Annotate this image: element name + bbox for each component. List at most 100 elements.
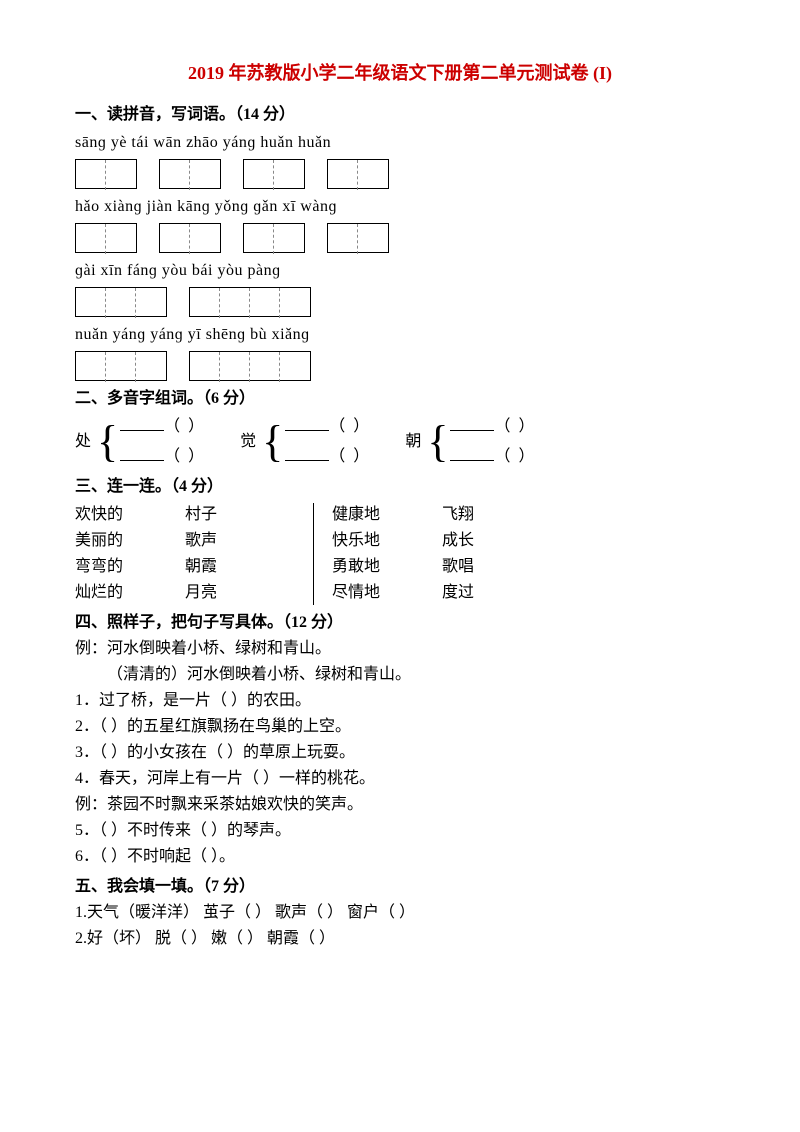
blank-parentheses: （ ）	[329, 445, 371, 469]
character-box	[136, 288, 166, 318]
fill-line: 2.好（坏） 脱（ ） 嫩（ ） 朝霞（ ）	[75, 927, 725, 951]
match-item: 欢快的	[75, 503, 185, 527]
character-box	[76, 352, 106, 382]
character-boxes-row	[75, 351, 725, 381]
section-3-heading: 三、连一连。（4 分）	[75, 475, 725, 499]
character-box	[190, 352, 220, 382]
polyphone-line: （ ）	[120, 415, 206, 439]
character-boxes-row	[75, 223, 725, 253]
character-box-group	[159, 159, 221, 189]
match-item: 尽情地	[332, 581, 442, 605]
document-title: 2019 年苏教版小学二年级语文下册第二单元测试卷 (I)	[75, 60, 725, 87]
polyphone-character: 觉	[240, 430, 256, 454]
match-item: 勇敢地	[332, 555, 442, 579]
section-5-heading: 五、我会填一填。（7 分）	[75, 875, 725, 899]
vertical-divider	[313, 503, 314, 605]
match-column-left-a: 欢快的美丽的弯弯的灿烂的	[75, 503, 185, 605]
character-box	[328, 160, 358, 190]
section-4-heading: 四、照样子，把句子写具体。（12 分）	[75, 611, 725, 635]
question-line: 2．（ ）的五星红旗飘扬在鸟巢的上空。	[75, 715, 725, 739]
blank-parentheses: （ ）	[329, 415, 371, 439]
match-item: 歌声	[185, 529, 295, 553]
blank-underline	[285, 417, 329, 431]
polyphone-character: 处	[75, 430, 91, 454]
character-box	[76, 160, 106, 190]
match-item: 快乐地	[332, 529, 442, 553]
blank-underline	[285, 447, 329, 461]
character-box	[190, 224, 220, 254]
match-column-right-b: 飞翔成长歌唱度过	[442, 503, 522, 605]
character-box	[280, 352, 310, 382]
character-box	[244, 224, 274, 254]
polyphone-line: （ ）	[120, 445, 206, 469]
match-item: 歌唱	[442, 555, 522, 579]
polyphone-row: 处{（ ）（ ）觉{（ ）（ ）朝{（ ）（ ）	[75, 415, 725, 469]
character-box	[106, 160, 136, 190]
example-line: （清清的）河水倒映着小桥、绿树和青山。	[75, 663, 725, 687]
character-box-group	[75, 223, 137, 253]
character-box	[160, 160, 190, 190]
pinyin-section: sānɡ yè tái wān zhāo yánɡ huǎn huǎn hǎo x…	[75, 131, 725, 381]
blank-parentheses: （ ）	[494, 415, 536, 439]
question-line: 6．（ ）不时响起（ ）。	[75, 845, 725, 869]
pinyin-line: ɡài xīn fánɡ yòu bái yòu pànɡ	[75, 259, 725, 283]
character-box-group	[75, 159, 137, 189]
question-line: 1．过了桥，是一片（ ）的农田。	[75, 689, 725, 713]
blank-parentheses: （ ）	[164, 445, 206, 469]
match-item: 成长	[442, 529, 522, 553]
character-box	[106, 224, 136, 254]
fill-line: 1.天气（暖洋洋） 茧子（ ） 歌声（ ） 窗户（ ）	[75, 901, 725, 925]
character-box	[160, 224, 190, 254]
pinyin-line: nuǎn yánɡ yánɡ yī shēnɡ bù xiǎnɡ	[75, 323, 725, 347]
match-item: 度过	[442, 581, 522, 605]
character-box	[274, 160, 304, 190]
character-box	[244, 160, 274, 190]
character-box	[358, 160, 388, 190]
match-item: 村子	[185, 503, 295, 527]
match-item: 弯弯的	[75, 555, 185, 579]
polyphone-group: 朝{ （ ） （ ）	[405, 415, 536, 469]
question-line: 5．（ ）不时传来（ ）的琴声。	[75, 819, 725, 843]
character-box	[250, 288, 280, 318]
polyphone-group: 觉{ （ ） （ ）	[240, 415, 371, 469]
section-1-heading: 一、读拼音，写词语。（14 分）	[75, 103, 725, 127]
polyphone-group: 处{ （ ） （ ）	[75, 415, 206, 469]
polyphone-line: （ ）	[450, 445, 536, 469]
character-box-group	[243, 223, 305, 253]
character-box	[106, 288, 136, 318]
character-box	[328, 224, 358, 254]
example-line: 例：河水倒映着小桥、绿树和青山。	[75, 637, 725, 661]
matching-section: 欢快的美丽的弯弯的灿烂的 村子歌声朝霞月亮 健康地快乐地勇敢地尽情地 飞翔成长歌…	[75, 503, 725, 605]
match-item: 灿烂的	[75, 581, 185, 605]
brace-icon: {	[427, 420, 448, 464]
question-line: 3．（ ）的小女孩在（ ）的草原上玩耍。	[75, 741, 725, 765]
pinyin-line: sānɡ yè tái wān zhāo yánɡ huǎn huǎn	[75, 131, 725, 155]
polyphone-line: （ ）	[285, 415, 371, 439]
character-box	[280, 288, 310, 318]
character-box	[190, 288, 220, 318]
character-box-group	[159, 223, 221, 253]
match-item: 朝霞	[185, 555, 295, 579]
character-box-group	[327, 223, 389, 253]
character-box	[190, 160, 220, 190]
match-item: 月亮	[185, 581, 295, 605]
character-box	[220, 352, 250, 382]
character-box-group	[75, 351, 167, 381]
polyphone-character: 朝	[405, 430, 421, 454]
blank-parentheses: （ ）	[164, 415, 206, 439]
match-item: 飞翔	[442, 503, 522, 527]
blank-underline	[450, 447, 494, 461]
match-column-left-b: 村子歌声朝霞月亮	[185, 503, 295, 605]
blank-underline	[120, 417, 164, 431]
character-box	[274, 224, 304, 254]
brace-icon: {	[97, 420, 118, 464]
pinyin-line: hǎo xiànɡ jiàn kānɡ yǒnɡ ɡǎn xī wànɡ	[75, 195, 725, 219]
question-line: 4．春天，河岸上有一片（ ）一样的桃花。	[75, 767, 725, 791]
brace-icon: {	[262, 420, 283, 464]
polyphone-line: （ ）	[450, 415, 536, 439]
polyphone-line: （ ）	[285, 445, 371, 469]
match-item: 健康地	[332, 503, 442, 527]
blank-parentheses: （ ）	[494, 445, 536, 469]
character-box-group	[189, 351, 311, 381]
character-boxes-row	[75, 287, 725, 317]
